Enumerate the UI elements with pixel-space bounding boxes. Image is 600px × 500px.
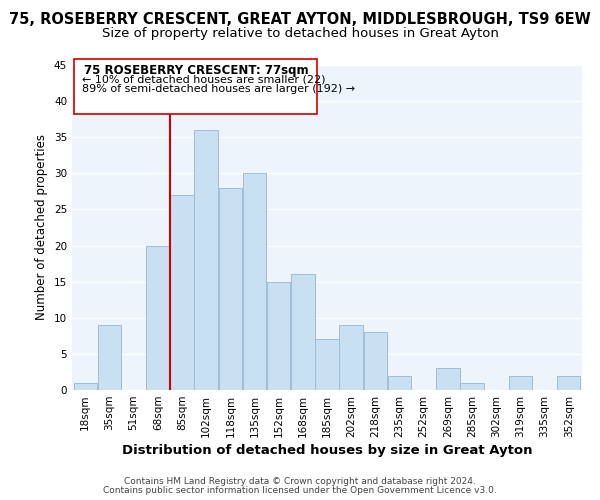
Bar [340,325,363,390]
Text: 75 ROSEBERRY CRESCENT: 77sqm: 75 ROSEBERRY CRESCENT: 77sqm [83,64,308,78]
X-axis label: Distribution of detached houses by size in Great Ayton: Distribution of detached houses by size … [122,444,532,457]
Bar [291,274,314,390]
Text: Contains HM Land Registry data © Crown copyright and database right 2024.: Contains HM Land Registry data © Crown c… [124,477,476,486]
Text: ← 10% of detached houses are smaller (22): ← 10% of detached houses are smaller (22… [82,74,325,85]
Text: 75, ROSEBERRY CRESCENT, GREAT AYTON, MIDDLESBROUGH, TS9 6EW: 75, ROSEBERRY CRESCENT, GREAT AYTON, MID… [9,12,591,28]
Bar [364,332,387,390]
Text: 89% of semi-detached houses are larger (192) →: 89% of semi-detached houses are larger (… [82,84,355,94]
Bar [557,376,580,390]
Bar [218,188,242,390]
Bar [509,376,532,390]
Bar [98,325,121,390]
Bar [170,195,194,390]
Bar [243,174,266,390]
Bar [388,376,411,390]
Bar [436,368,460,390]
Y-axis label: Number of detached properties: Number of detached properties [35,134,49,320]
Bar [315,340,339,390]
FancyBboxPatch shape [74,59,317,114]
Text: Contains public sector information licensed under the Open Government Licence v3: Contains public sector information licen… [103,486,497,495]
Bar [267,282,290,390]
Text: Size of property relative to detached houses in Great Ayton: Size of property relative to detached ho… [101,28,499,40]
Bar [194,130,218,390]
Bar [460,383,484,390]
Bar [74,383,97,390]
Bar [146,246,170,390]
